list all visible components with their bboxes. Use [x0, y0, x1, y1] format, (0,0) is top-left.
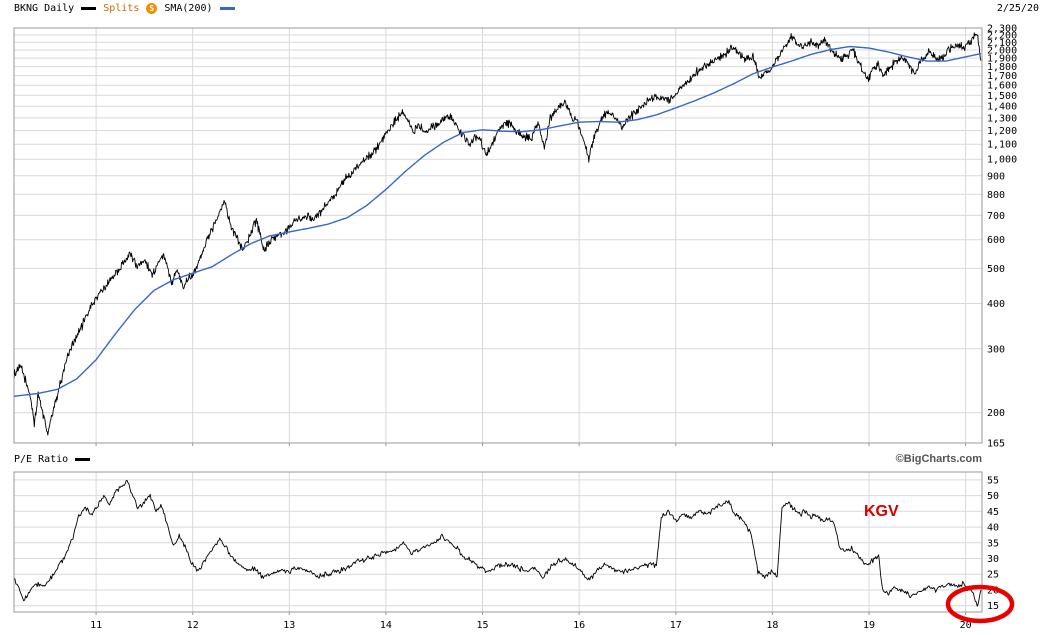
y-tick-label: 165	[987, 439, 1005, 450]
symbol-label: BKNG Daily	[14, 3, 75, 14]
y-tick-label: 1,500	[987, 91, 1017, 102]
bigcharts-credit: ©BigCharts.com	[895, 453, 982, 465]
x-tick-label: 11	[90, 620, 102, 631]
y-tick-label: 300	[987, 344, 1005, 355]
x-tick-label: 16	[573, 620, 585, 631]
y-tick-label: 2,300	[987, 24, 1017, 35]
y-tick-label: 15	[987, 601, 999, 612]
y-tick-label: 1,900	[987, 54, 1017, 65]
x-tick-label: 19	[863, 620, 875, 631]
y-tick-label: 500	[987, 264, 1005, 275]
panel-border	[13, 471, 983, 613]
pe-panel: 55 50 45 40 35 30 25 20 15	[13, 471, 999, 615]
y-tick-label: 30	[987, 554, 999, 565]
y-tick-label: 35	[987, 538, 999, 549]
x-tick-label: 18	[766, 620, 778, 631]
pe-series-path	[14, 479, 982, 607]
sma-line-swatch-icon	[219, 7, 235, 10]
y-tick-label: 2,000	[987, 46, 1017, 57]
y-tick-label: 900	[987, 171, 1005, 182]
x-tick-label: 14	[380, 620, 392, 631]
y-tick-label: 1,300	[987, 113, 1017, 124]
price-series-path	[14, 32, 982, 436]
y-tick-label: 2,100	[987, 38, 1017, 49]
y-tick-label: 1,000	[987, 155, 1017, 166]
x-tick-label: 12	[187, 620, 199, 631]
sma-series-path	[14, 45, 982, 397]
pe-chart-legend: P/E Ratio	[14, 454, 91, 465]
x-tick-label: 15	[476, 620, 488, 631]
x-tick-label: 17	[670, 620, 682, 631]
main-chart-legend: BKNG Daily Splits S SMA(200)	[14, 3, 235, 14]
pe-ratio-label: P/E Ratio	[14, 454, 69, 465]
pe-line-swatch-icon	[75, 458, 91, 461]
x-tick-label: 20	[960, 620, 972, 631]
y-tick-label: 40	[987, 523, 999, 534]
price-panel: 2,3002,2002,1002,0001,9001,8001,7001,600…	[13, 24, 1017, 450]
x-axis-labels: 11 12 13 14 15 16 17 18 19 20	[90, 620, 972, 631]
y-tick-label: 2,200	[987, 31, 1017, 42]
y-tick-label: 700	[987, 211, 1005, 222]
x-tick-label: 13	[283, 620, 295, 631]
splits-marker-icon: S	[146, 3, 158, 14]
y-tick-label: 1,600	[987, 81, 1017, 92]
y-tick-label: 1,200	[987, 126, 1017, 137]
y-tick-label: 1,700	[987, 71, 1017, 82]
y-tick-label: 800	[987, 190, 1005, 201]
y-tick-label: 50	[987, 491, 999, 502]
y-tick-label: 200	[987, 408, 1005, 419]
chart-date: 2/25/20	[996, 3, 1039, 14]
y-tick-label: 1,800	[987, 62, 1017, 73]
y-tick-label: 55	[987, 475, 999, 486]
y-tick-label: 25	[987, 570, 999, 581]
y-tick-label: 45	[987, 507, 999, 518]
y-tick-label: 600	[987, 235, 1005, 246]
y-tick-label: 20	[987, 586, 999, 597]
kgv-annotation: KGV	[864, 503, 899, 520]
price-line-swatch-icon	[81, 7, 97, 10]
splits-label: Splits	[103, 3, 140, 14]
y-tick-label: 400	[987, 299, 1005, 310]
y-tick-label: 1,100	[987, 140, 1017, 151]
panel-border	[13, 27, 983, 444]
sma-label: SMA(200)	[164, 3, 213, 14]
y-tick-label: 1,400	[987, 102, 1017, 113]
